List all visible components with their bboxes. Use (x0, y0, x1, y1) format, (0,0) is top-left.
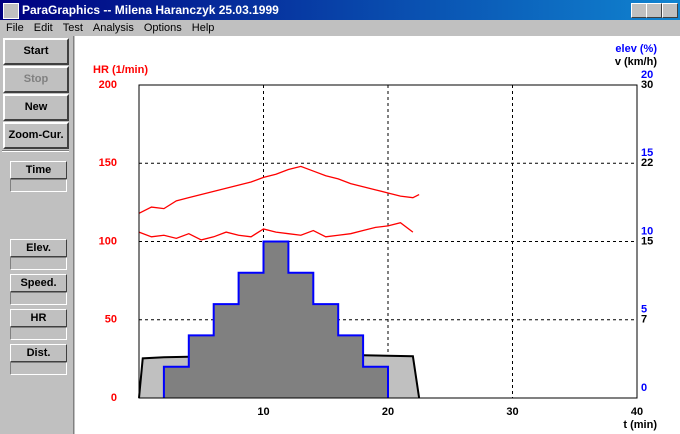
field-label: Dist. (10, 344, 67, 362)
button: Stop (3, 66, 69, 93)
menu-item[interactable]: File (6, 22, 24, 34)
y3-tick-label: 30 (641, 79, 653, 91)
x-axis-title: t (min) (623, 419, 657, 431)
button[interactable]: Start (3, 38, 69, 65)
field-value (10, 179, 67, 192)
y-tick-label: 100 (99, 235, 117, 247)
menu-item[interactable]: Help (191, 22, 215, 34)
x-tick-label: 20 (382, 406, 394, 418)
plot-frame (138, 84, 638, 399)
data-line (162, 240, 389, 398)
y3-tick-label: 22 (641, 157, 653, 169)
field-value (10, 327, 67, 340)
field-label: Elev. (10, 239, 67, 257)
y2-tick-label: 20 (641, 69, 653, 81)
field-label: Speed. (10, 274, 67, 292)
field-label: HR (10, 309, 67, 327)
maximize-button[interactable] (646, 3, 662, 18)
y2-tick-label: 5 (641, 304, 647, 316)
button[interactable]: Zoom-Cur. (3, 122, 69, 149)
close-button[interactable] (662, 3, 678, 18)
field-label: Time (10, 161, 67, 179)
x-tick-label: 30 (506, 406, 518, 418)
data-line (138, 165, 420, 214)
app-icon (3, 3, 19, 19)
y2-axis-title: elev (%) (615, 43, 657, 55)
minimize-button[interactable] (631, 3, 647, 18)
x-tick-label: 10 (257, 406, 269, 418)
sidebar: Start Stop New Zoom-Cur. Time Elev. Speed. HR Di… (0, 36, 74, 434)
field-value (10, 362, 67, 375)
y-tick-label: 200 (99, 79, 117, 91)
x-tick-label: 40 (631, 406, 643, 418)
y-tick-label: 150 (99, 157, 117, 169)
y3-axis-title: v (km/h) (615, 56, 658, 68)
area-fill (163, 241, 388, 398)
y3-tick-label: 15 (641, 235, 653, 247)
y-tick-label: 50 (105, 314, 117, 326)
menu-item[interactable]: Test (62, 22, 83, 34)
button[interactable]: New (3, 94, 69, 121)
data-line (138, 222, 414, 241)
menu-item[interactable]: Analysis (92, 22, 134, 34)
menu-item[interactable]: Options (143, 22, 182, 34)
menu-bar: File Edit Test Analysis Options Help (0, 20, 680, 36)
separator (2, 150, 69, 152)
y2-tick-label: 10 (641, 225, 653, 237)
y-axis-title: HR (1/min) (93, 64, 148, 76)
title-bar: ParaGraphics -- Milena Haranczyk 25.03.1… (0, 0, 680, 20)
menu-item[interactable]: Edit (33, 22, 53, 34)
field-value (10, 292, 67, 305)
y2-tick-label: 15 (641, 147, 653, 159)
field-value (10, 257, 67, 270)
window-title: ParaGraphics -- Milena Haranczyk 25.03.1… (22, 3, 279, 17)
y2-tick-label: 0 (641, 382, 647, 394)
y3-tick-label: 7 (641, 314, 647, 326)
y-tick-label: 0 (111, 392, 117, 404)
